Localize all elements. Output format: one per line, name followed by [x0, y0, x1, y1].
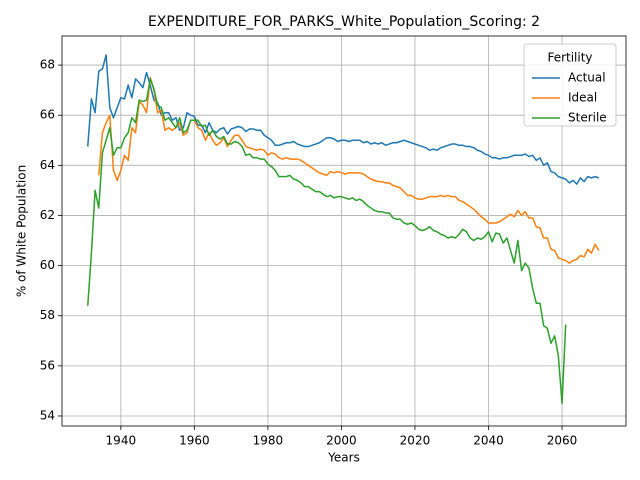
legend-label: Actual [568, 71, 606, 85]
line [98, 76, 600, 264]
x-tick-label: 1960 [179, 434, 210, 448]
x-tick-label: 1980 [253, 434, 284, 448]
legend-title: Fertility [547, 51, 592, 65]
y-tick-label: 54 [40, 408, 55, 422]
y-tick-label: 68 [40, 58, 55, 72]
y-tick-label: 64 [40, 158, 55, 172]
line [86, 54, 600, 185]
legend-label: Ideal [568, 91, 597, 105]
x-tick-label: 2020 [400, 434, 431, 448]
legend: Fertility Actual Ideal Sterile [523, 43, 617, 127]
legend-box [523, 43, 617, 127]
legend-label: Sterile [568, 111, 607, 125]
line [86, 78, 567, 405]
x-tick-label: 1940 [106, 434, 137, 448]
x-axis-label: Years [327, 451, 360, 465]
y-tick-label: 60 [40, 258, 55, 272]
plot-frame [61, 35, 627, 427]
y-axis-label: % of White Population [15, 165, 29, 297]
y-tick-label: 56 [40, 358, 55, 372]
y-tick-label: 66 [40, 108, 55, 122]
y-tick-label: 62 [40, 208, 55, 222]
y-tick-label: 58 [40, 308, 55, 322]
chart-title: EXPENDITURE_FOR_PARKS_White_Population_S… [148, 14, 540, 30]
x-tick-label: 2040 [473, 434, 504, 448]
x-tick-label: 2060 [547, 434, 578, 448]
x-tick-label: 2000 [326, 434, 357, 448]
